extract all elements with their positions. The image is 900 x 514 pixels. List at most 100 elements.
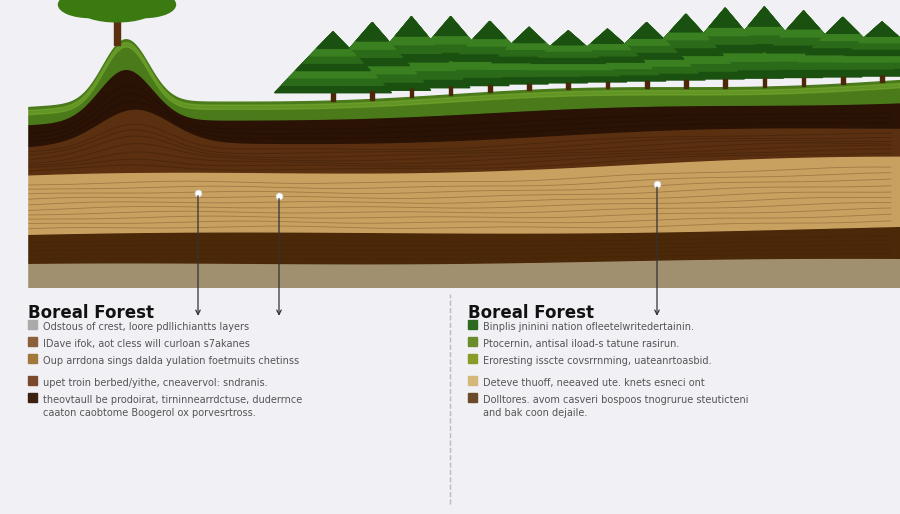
Bar <box>684 79 688 88</box>
Polygon shape <box>713 7 815 69</box>
Polygon shape <box>303 189 328 193</box>
Ellipse shape <box>81 0 153 22</box>
Polygon shape <box>438 22 541 77</box>
Text: Ptocernin, antisal iload-s tatune rasirun.: Ptocernin, antisal iload-s tatune rasiru… <box>483 339 680 349</box>
Polygon shape <box>0 156 900 235</box>
Polygon shape <box>776 186 796 189</box>
Bar <box>468 320 477 329</box>
Polygon shape <box>645 187 665 192</box>
Polygon shape <box>719 179 742 183</box>
Text: Boreal Forest: Boreal Forest <box>468 304 594 322</box>
Polygon shape <box>446 22 535 69</box>
Text: Eroresting isscte covsrrnming, uateanrtoasbid.: Eroresting isscte covsrrnming, uateanrto… <box>483 356 712 366</box>
Polygon shape <box>556 29 659 75</box>
Polygon shape <box>467 22 513 46</box>
Polygon shape <box>302 192 334 196</box>
Polygon shape <box>349 188 385 192</box>
Polygon shape <box>624 23 670 45</box>
Polygon shape <box>806 17 880 54</box>
Polygon shape <box>400 17 502 77</box>
Polygon shape <box>838 22 900 62</box>
Ellipse shape <box>58 0 122 17</box>
Polygon shape <box>850 187 869 191</box>
Polygon shape <box>577 29 638 56</box>
Polygon shape <box>592 178 613 184</box>
Polygon shape <box>419 187 457 190</box>
Polygon shape <box>349 23 395 49</box>
Polygon shape <box>825 175 869 180</box>
Polygon shape <box>589 23 706 80</box>
Polygon shape <box>866 22 898 36</box>
Polygon shape <box>820 17 866 41</box>
Polygon shape <box>320 23 424 82</box>
Polygon shape <box>367 17 455 70</box>
Bar <box>762 78 766 87</box>
Polygon shape <box>563 29 652 68</box>
Polygon shape <box>0 40 900 126</box>
Polygon shape <box>531 31 606 63</box>
Polygon shape <box>309 190 328 193</box>
Bar <box>114 16 120 45</box>
Polygon shape <box>648 175 666 178</box>
Bar <box>606 81 609 88</box>
Polygon shape <box>406 17 495 69</box>
Polygon shape <box>302 32 364 63</box>
Text: Oup arrdona sings dalda yulation foetmuits chetinss: Oup arrdona sings dalda yulation foetmui… <box>43 356 299 366</box>
Bar <box>28 376 37 385</box>
Text: Dolltores. avom casveri bospoos tnogrurue steuticteni: Dolltores. avom casveri bospoos tnogruru… <box>483 395 749 405</box>
Bar <box>0 0 27 288</box>
Polygon shape <box>468 186 505 191</box>
Polygon shape <box>353 17 470 88</box>
Polygon shape <box>424 190 462 193</box>
Text: Binplis jninini nation ofleetelwritedertainin.: Binplis jninini nation ofleetelwritedert… <box>483 322 694 332</box>
Polygon shape <box>491 28 566 63</box>
Ellipse shape <box>112 0 176 17</box>
Polygon shape <box>819 187 838 192</box>
Polygon shape <box>0 109 900 176</box>
Polygon shape <box>752 175 789 183</box>
Polygon shape <box>482 182 521 188</box>
Polygon shape <box>317 32 349 48</box>
Polygon shape <box>634 14 737 71</box>
Polygon shape <box>663 187 682 194</box>
Polygon shape <box>678 190 709 193</box>
Polygon shape <box>420 17 481 52</box>
Polygon shape <box>339 185 364 190</box>
Polygon shape <box>572 183 599 187</box>
Polygon shape <box>742 7 788 35</box>
Polygon shape <box>282 32 384 85</box>
Bar <box>468 337 477 346</box>
Polygon shape <box>831 190 842 193</box>
Polygon shape <box>720 7 809 60</box>
Polygon shape <box>360 17 463 79</box>
Polygon shape <box>427 180 454 188</box>
Polygon shape <box>431 22 548 84</box>
Polygon shape <box>795 181 809 184</box>
Polygon shape <box>716 177 732 182</box>
Polygon shape <box>671 184 698 190</box>
Polygon shape <box>574 179 607 183</box>
Polygon shape <box>363 189 374 196</box>
Polygon shape <box>289 32 377 78</box>
Polygon shape <box>667 8 784 78</box>
Polygon shape <box>413 17 488 61</box>
Polygon shape <box>805 186 831 189</box>
Polygon shape <box>748 7 780 26</box>
Polygon shape <box>609 23 684 59</box>
Text: Odstous of crest, loore pdllichiantts layers: Odstous of crest, loore pdllichiantts la… <box>43 322 249 332</box>
Polygon shape <box>631 23 662 38</box>
Polygon shape <box>784 17 900 76</box>
Polygon shape <box>392 17 509 85</box>
Polygon shape <box>688 8 762 52</box>
Polygon shape <box>813 17 873 48</box>
Polygon shape <box>831 22 900 68</box>
Polygon shape <box>511 188 537 193</box>
Polygon shape <box>713 184 726 191</box>
Polygon shape <box>428 17 473 44</box>
Polygon shape <box>0 43 900 117</box>
Polygon shape <box>274 32 392 93</box>
Polygon shape <box>745 11 862 77</box>
Polygon shape <box>287 198 318 201</box>
Polygon shape <box>752 11 855 69</box>
Polygon shape <box>760 176 778 180</box>
